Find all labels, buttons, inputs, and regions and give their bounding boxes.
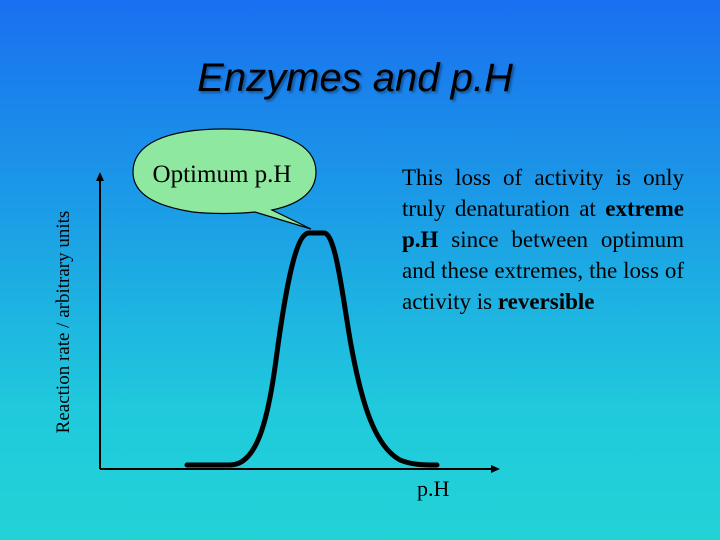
slide-title: Enzymes and p.H (197, 56, 513, 100)
explanation-bold-2: reversible (497, 289, 595, 314)
x-axis-label: p.H (417, 476, 450, 501)
explanation-text: This loss of activity is only truly dena… (402, 162, 684, 317)
callout-bubble (132, 128, 317, 230)
bell-curve (184, 230, 440, 468)
y-axis-label: Reaction rate / arbitrary units (53, 210, 74, 434)
explanation-bold-1: extreme p.H (402, 196, 684, 252)
callout-label: Optimum p.H (152, 161, 292, 188)
explanation-part-2: since between optimum and these extremes… (402, 227, 684, 314)
explanation-part-1: This loss of activity is only truly dena… (402, 165, 684, 221)
